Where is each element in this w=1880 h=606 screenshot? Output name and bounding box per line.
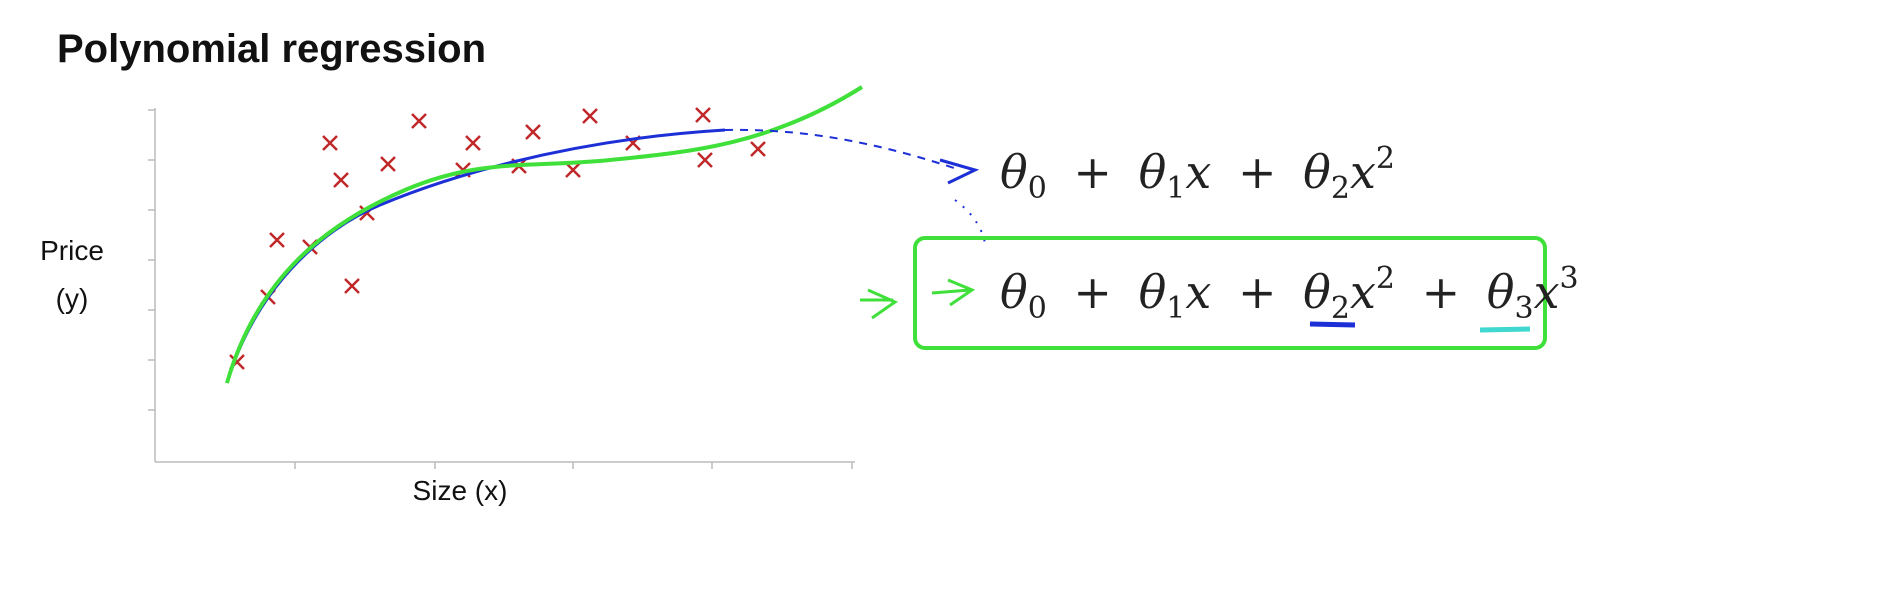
formula-symbol: θ xyxy=(1303,145,1331,199)
formula-symbol: x xyxy=(1350,265,1376,319)
annotation-dots xyxy=(954,199,987,249)
data-point xyxy=(465,135,481,151)
data-point xyxy=(750,141,766,157)
data-point xyxy=(322,135,338,151)
formula-superscript: 2 xyxy=(1376,261,1395,296)
formula-operator: + xyxy=(1238,265,1277,319)
data-points xyxy=(229,107,766,370)
formula: θ0 + θ1x + θ2x2 + θ3x3 xyxy=(1000,245,1579,329)
x-axis-label: Size (x) xyxy=(413,475,508,506)
formula-symbol: θ xyxy=(1000,145,1028,199)
formula-symbol: θ xyxy=(1139,265,1167,319)
data-point xyxy=(525,124,541,140)
formula-operator: + xyxy=(1073,145,1112,199)
formula-symbol: x xyxy=(1185,145,1211,199)
data-point xyxy=(344,278,360,294)
formula-symbol: x xyxy=(1534,265,1560,319)
data-point xyxy=(380,156,396,172)
highlight-box xyxy=(913,236,1547,350)
annotation-arrow xyxy=(931,278,976,307)
data-point xyxy=(333,172,349,188)
formula-subscript: 0 xyxy=(1028,171,1047,206)
data-point xyxy=(695,107,711,123)
formula-subscript: 2 xyxy=(1331,171,1350,206)
y-axis-label: (y) xyxy=(56,283,89,314)
formula-subscript: 0 xyxy=(1028,291,1047,326)
formula-symbol: θ xyxy=(1303,265,1331,319)
underline xyxy=(1309,321,1356,328)
data-point xyxy=(582,108,598,124)
axes xyxy=(148,108,855,469)
formula-subscript: 3 xyxy=(1514,291,1533,326)
formula-superscript: 2 xyxy=(1376,141,1395,176)
data-point xyxy=(269,232,285,248)
formula-symbol: θ xyxy=(1487,265,1515,319)
underline xyxy=(1479,326,1531,333)
slide-title: Polynomial regression xyxy=(57,27,486,71)
formula-operator: + xyxy=(1238,145,1277,199)
cubic-fit xyxy=(225,85,864,384)
formula-symbol: θ xyxy=(1000,265,1028,319)
formula-symbol: x xyxy=(1350,145,1376,199)
formula-operator: + xyxy=(1422,265,1461,319)
annotation-arrow xyxy=(724,128,961,171)
data-point xyxy=(411,113,427,129)
formula-subscript: 2 xyxy=(1331,291,1350,326)
formula-subscript: 1 xyxy=(1166,171,1185,206)
formula-symbol: θ xyxy=(1139,145,1167,199)
formula-subscript: 1 xyxy=(1166,291,1185,326)
annotation-arrow xyxy=(860,288,899,320)
formula-superscript: 3 xyxy=(1560,261,1579,296)
formula: θ0 + θ1x + θ2x2 xyxy=(1000,141,1395,209)
formula-operator: + xyxy=(1073,265,1112,319)
y-axis-label: Price xyxy=(40,235,104,266)
data-point xyxy=(697,152,713,168)
data-point xyxy=(565,162,581,178)
annotation-arrow xyxy=(939,158,980,185)
formula-symbol: x xyxy=(1185,265,1211,319)
